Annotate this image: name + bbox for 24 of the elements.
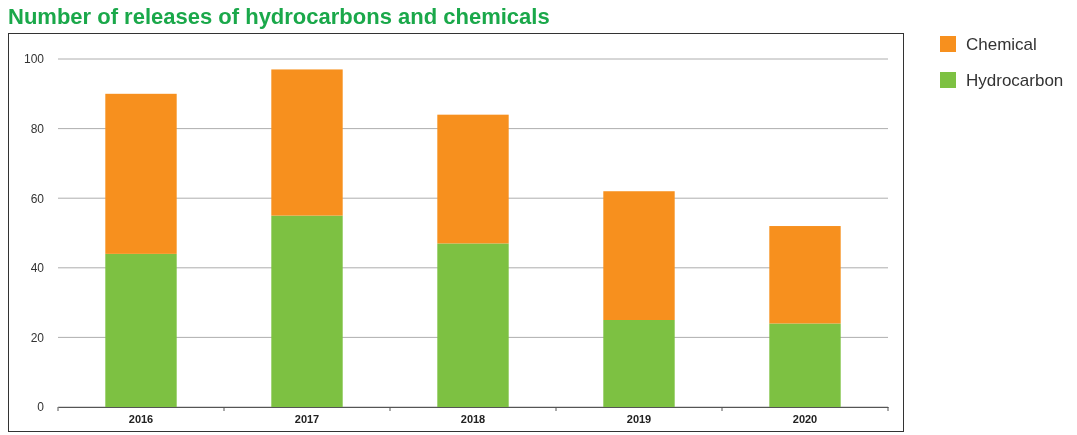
x-tick-label: 2018	[460, 412, 486, 425]
chart-title: Number of releases of hydrocarbons and chemicals	[8, 4, 550, 29]
y-tick-label: 40	[30, 261, 45, 276]
x-tick-label: 2017	[294, 412, 320, 425]
bar	[271, 69, 343, 216]
bar	[271, 215, 343, 407]
legend-label: Chemical	[966, 35, 1037, 54]
x-tick-label: 2019	[626, 412, 652, 425]
bar	[603, 191, 675, 320]
bar	[105, 253, 177, 407]
y-tick-label: 20	[30, 330, 45, 345]
y-tick-label: 80	[30, 121, 45, 136]
y-tick-label: 60	[30, 191, 45, 206]
bar	[437, 114, 509, 244]
bar	[603, 320, 675, 407]
x-tick-label: 2016	[128, 412, 154, 425]
bar	[105, 93, 177, 254]
bar	[769, 226, 841, 324]
bar	[769, 323, 841, 407]
x-tick-label: 2020	[792, 412, 818, 425]
y-tick-label: 0	[37, 400, 45, 415]
legend-label: Hydrocarbon	[966, 71, 1064, 90]
y-tick-label: 100	[23, 52, 45, 67]
bar	[437, 243, 509, 407]
